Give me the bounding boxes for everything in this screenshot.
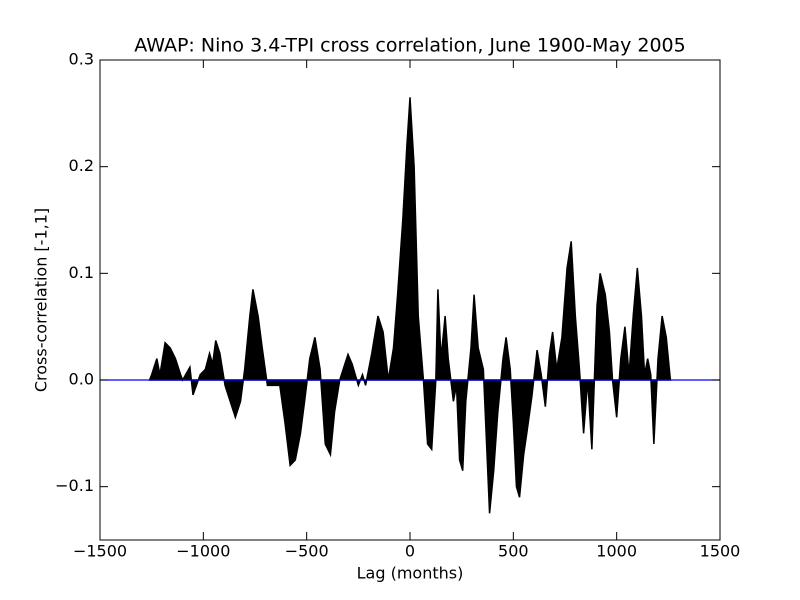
x-tick-label: −1500	[73, 542, 127, 561]
chart-title: AWAP: Nino 3.4-TPI cross correlation, Ju…	[134, 35, 685, 57]
y-axis-label: Cross-correlation [-1,1]	[32, 208, 51, 392]
x-tick-label: 1000	[596, 542, 637, 561]
x-tick-label: 1500	[700, 542, 741, 561]
x-tick-label: −1000	[176, 542, 230, 561]
x-tick-label: 500	[498, 542, 529, 561]
area	[148, 97, 672, 514]
y-tick-label: 0.1	[69, 263, 94, 282]
y-tick-label: 0.3	[69, 50, 94, 69]
x-tick-label: −500	[285, 542, 329, 561]
y-tick-label: 0.0	[69, 370, 94, 389]
y-tick-label: 0.2	[69, 156, 94, 175]
y-tick-label: −0.1	[55, 476, 94, 495]
x-axis-label: Lag (months)	[357, 564, 464, 583]
x-tick-label: 0	[405, 542, 415, 561]
